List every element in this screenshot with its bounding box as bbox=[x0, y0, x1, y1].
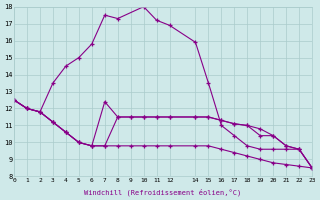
X-axis label: Windchill (Refroidissement éolien,°C): Windchill (Refroidissement éolien,°C) bbox=[84, 188, 242, 196]
